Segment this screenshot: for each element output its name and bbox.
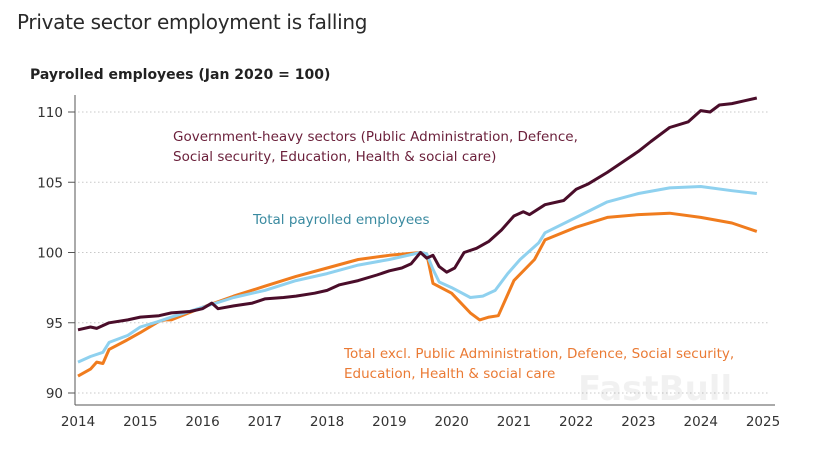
- x-tick-label: 2023: [621, 414, 655, 430]
- y-tick-label: 95: [46, 316, 63, 332]
- series-annotation: Social security, Education, Health & soc…: [173, 149, 496, 165]
- x-tick-label: 2017: [248, 414, 282, 430]
- y-axis-label: Payrolled employees (Jan 2020 = 100): [30, 67, 330, 83]
- y-tick-label: 100: [37, 246, 63, 262]
- y-tick-label: 105: [37, 175, 63, 191]
- y-tick-label: 90: [46, 386, 63, 402]
- x-tick-label: 2014: [61, 414, 95, 430]
- series-annotation: Total payrolled employees: [252, 212, 430, 228]
- x-tick-label: 2018: [310, 414, 344, 430]
- watermark-logo: FastBull: [578, 369, 732, 409]
- x-tick-label: 2021: [497, 414, 531, 430]
- x-tick-label: 2025: [746, 414, 780, 430]
- series-annotation: Education, Health & social care: [344, 366, 555, 382]
- x-tick-label: 2016: [185, 414, 219, 430]
- series-line: [77, 96, 758, 332]
- x-tick-label: 2022: [559, 414, 593, 430]
- series-annotation: Total excl. Public Administration, Defen…: [343, 346, 734, 362]
- x-tick-label: 2020: [434, 414, 468, 430]
- x-tick-label: 2019: [372, 414, 406, 430]
- series-annotation: Government-heavy sectors (Public Adminis…: [173, 129, 578, 145]
- x-tick-label: 2024: [684, 414, 718, 430]
- page-title: Private sector employment is falling: [17, 10, 368, 34]
- x-tick-label: 2015: [123, 414, 157, 430]
- series-line: [77, 185, 757, 364]
- y-tick-label: 110: [37, 105, 63, 121]
